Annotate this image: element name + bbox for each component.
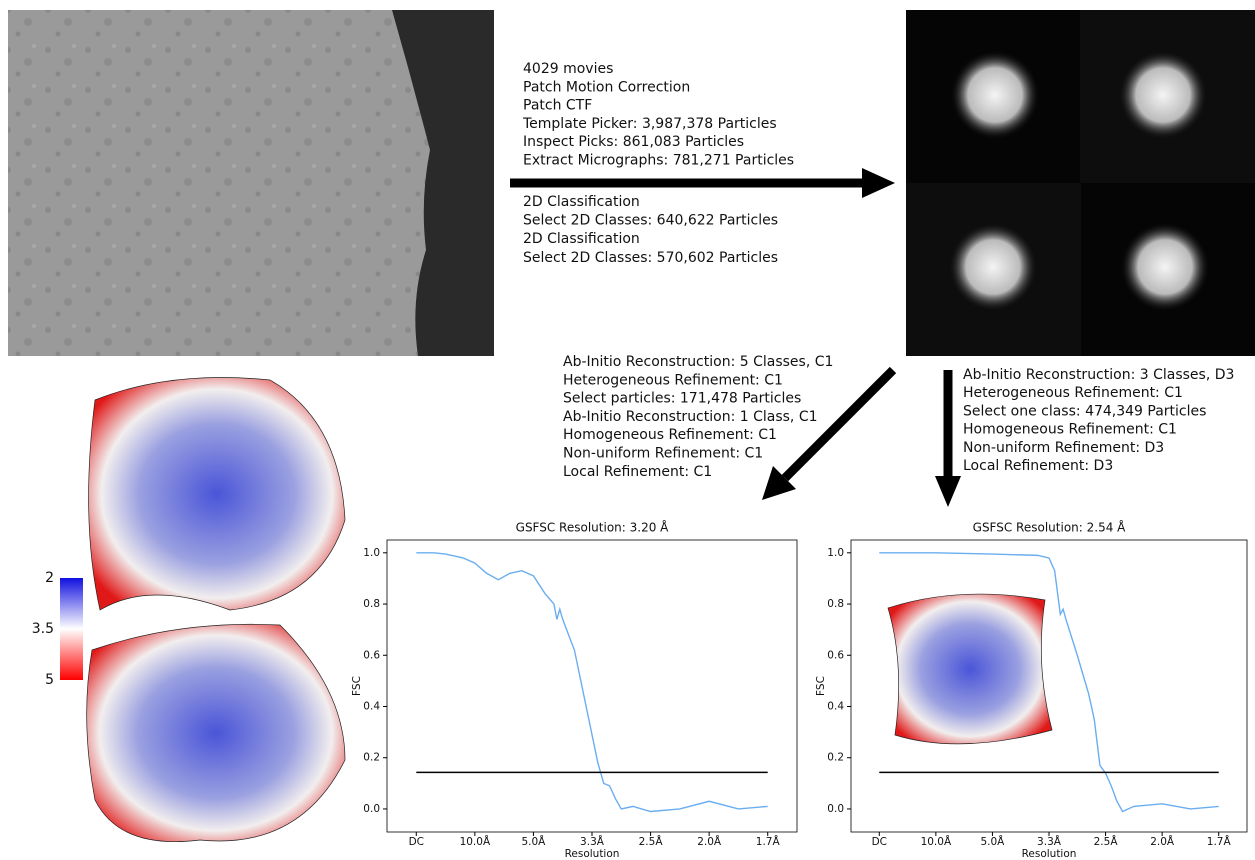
- workflow-step: Extract Micrographs: 781,271 Particles: [523, 153, 794, 169]
- workflow-step: 4029 movies: [523, 61, 613, 77]
- y-axis-label: FSC: [351, 676, 363, 696]
- workflow-step: Ab-Initio Reconstruction: 3 Classes, D3: [963, 367, 1234, 383]
- x-tick-label: 10.0Å: [460, 835, 491, 848]
- workflow-step: Patch Motion Correction: [523, 79, 690, 95]
- x-tick-label: 1.7Å: [1207, 835, 1232, 848]
- class-blob: [1118, 50, 1208, 140]
- workflow-step: Select particles: 171,478 Particles: [563, 391, 801, 407]
- x-tick-label: 2.0Å: [1150, 835, 1175, 848]
- x-tick-label: 5.0Å: [980, 835, 1005, 848]
- workflow-step: Homogeneous Refinement: C1: [563, 427, 777, 443]
- x-tick-label: DC: [409, 836, 424, 848]
- colorbar-label: 3.5: [32, 621, 54, 637]
- y-tick-label: 0.0: [363, 803, 380, 815]
- y-tick-label: 1.0: [827, 547, 844, 559]
- workflow-step: Homogeneous Refinement: C1: [963, 422, 1177, 438]
- workflow-step: Non-uniform Refinement: C1: [563, 446, 763, 462]
- x-tick-label: 5.0Å: [521, 835, 546, 848]
- density-map-inset: [888, 594, 1052, 744]
- y-tick-label: 0.8: [363, 598, 380, 610]
- y-tick-label: 0.6: [827, 649, 844, 661]
- x-tick-label: DC: [872, 836, 887, 848]
- x-tick-label: 2.5Å: [1094, 835, 1119, 848]
- y-tick-label: 0.2: [363, 752, 380, 764]
- x-tick-label: 3.3Å: [1037, 835, 1062, 848]
- x-axis-label: Resolution: [1022, 848, 1077, 860]
- y-tick-label: 0.4: [363, 700, 380, 712]
- page: 4029 movies Patch Motion Correction Patch …: [0, 0, 1255, 860]
- y-tick-label: 0.6: [363, 649, 380, 661]
- workflow-step: Select 2D Classes: 640,622 Particles: [523, 213, 778, 229]
- y-tick-label: 1.0: [363, 547, 380, 559]
- x-tick-label: 10.0Å: [921, 835, 952, 848]
- class-blob: [948, 222, 1038, 312]
- figure: 4029 movies Patch Motion Correction Patch …: [0, 0, 1255, 860]
- workflow-step: 2D Classification: [523, 231, 640, 247]
- workflow-step: Non-uniform Refinement: D3: [963, 440, 1164, 456]
- workflow-step: 2D Classification: [523, 194, 640, 210]
- workflow-step: Inspect Picks: 861,083 Particles: [523, 134, 744, 150]
- class-blob: [950, 50, 1040, 140]
- workflow-step: Select 2D Classes: 570,602 Particles: [523, 250, 778, 266]
- y-tick-label: 0.0: [827, 803, 844, 815]
- workflow-step: Local Refinement: D3: [963, 458, 1113, 474]
- class-blob: [1120, 222, 1210, 312]
- workflow-step: Local Refinement: C1: [563, 464, 712, 480]
- plot-frame: [387, 540, 797, 832]
- workflow-step: Heterogeneous Refinement: C1: [963, 385, 1183, 401]
- density-map: [89, 378, 345, 611]
- y-tick-label: 0.8: [827, 598, 844, 610]
- y-tick-label: 0.4: [827, 700, 844, 712]
- colorbar: [60, 578, 83, 680]
- x-tick-label: 1.7Å: [756, 835, 781, 848]
- workflow-step: Patch CTF: [523, 98, 592, 114]
- workflow-step: Template Picker: 3,987,378 Particles: [522, 116, 777, 132]
- y-axis-label: FSC: [815, 676, 827, 696]
- density-map: [87, 624, 345, 841]
- chart-title: GSFSC Resolution: 3.20 Å: [516, 520, 670, 535]
- x-tick-label: 2.5Å: [639, 835, 664, 848]
- x-axis-label: Resolution: [565, 848, 620, 860]
- workflow-step: Ab-Initio Reconstruction: 5 Classes, C1: [563, 354, 833, 370]
- x-tick-label: 3.3Å: [580, 835, 605, 848]
- x-tick-label: 2.0Å: [697, 835, 722, 848]
- y-tick-label: 0.2: [827, 752, 844, 764]
- workflow-step: Select one class: 474,349 Particles: [963, 403, 1206, 419]
- workflow-step: Ab-Initio Reconstruction: 1 Class, C1: [563, 409, 818, 425]
- chart-title: GSFSC Resolution: 2.54 Å: [973, 520, 1127, 535]
- workflow-step: Heterogeneous Refinement: C1: [563, 372, 783, 388]
- colorbar-label: 5: [45, 672, 54, 688]
- colorbar-label: 2: [45, 570, 54, 586]
